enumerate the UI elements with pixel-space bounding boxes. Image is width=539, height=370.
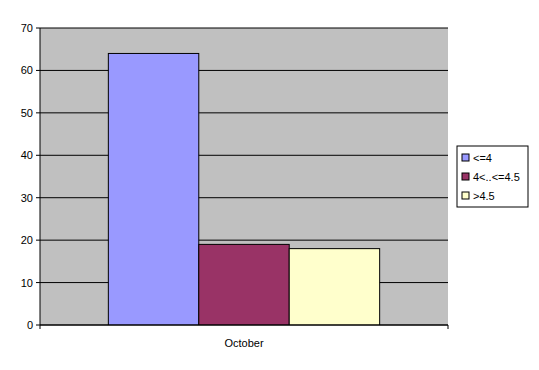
tick-mark bbox=[36, 155, 40, 156]
tick-mark bbox=[36, 28, 40, 29]
legend-swatch bbox=[462, 173, 469, 180]
grid-line bbox=[40, 70, 448, 71]
x-tick bbox=[40, 325, 41, 329]
chart-container: 0 10 20 30 40 50 60 70 October <=4 4<..<=4.5 >4.5 bbox=[0, 0, 539, 370]
y-tick-label: 0 bbox=[27, 319, 33, 331]
legend-label: >4.5 bbox=[473, 190, 495, 202]
grid-line bbox=[40, 197, 448, 198]
y-tick-label: 10 bbox=[21, 277, 33, 289]
legend-label: 4<..<=4.5 bbox=[473, 171, 520, 183]
tick-mark bbox=[36, 240, 40, 241]
x-tick-label: October bbox=[224, 337, 263, 349]
x-tick bbox=[448, 325, 449, 329]
legend-swatch bbox=[462, 154, 469, 161]
grid-line bbox=[40, 28, 448, 29]
y-tick-label: 50 bbox=[21, 107, 33, 119]
bar bbox=[289, 249, 379, 325]
plot-area bbox=[40, 28, 448, 325]
tick-mark bbox=[36, 112, 40, 113]
legend-swatch bbox=[462, 192, 469, 199]
chart-svg: 0 10 20 30 40 50 60 70 October <=4 4<..<=4.5 >4.5 bbox=[0, 0, 539, 370]
grid-line bbox=[40, 240, 448, 241]
y-tick-label: 40 bbox=[21, 149, 33, 161]
bars bbox=[108, 53, 379, 325]
grid-line bbox=[40, 112, 448, 113]
legend bbox=[457, 146, 528, 207]
bar bbox=[199, 244, 289, 325]
tick-mark bbox=[36, 325, 40, 326]
y-axis bbox=[40, 28, 41, 325]
x-axis bbox=[40, 325, 448, 326]
y-tick-label: 60 bbox=[21, 64, 33, 76]
y-tick-label: 70 bbox=[21, 22, 33, 34]
tick-mark bbox=[36, 282, 40, 283]
grid-line bbox=[40, 325, 448, 326]
legend-label: <=4 bbox=[473, 152, 492, 164]
y-tick-label: 30 bbox=[21, 192, 33, 204]
grid-line bbox=[40, 155, 448, 156]
y-tick-label: 20 bbox=[21, 234, 33, 246]
tick-mark bbox=[36, 70, 40, 71]
bar bbox=[108, 53, 198, 325]
tick-mark bbox=[36, 197, 40, 198]
